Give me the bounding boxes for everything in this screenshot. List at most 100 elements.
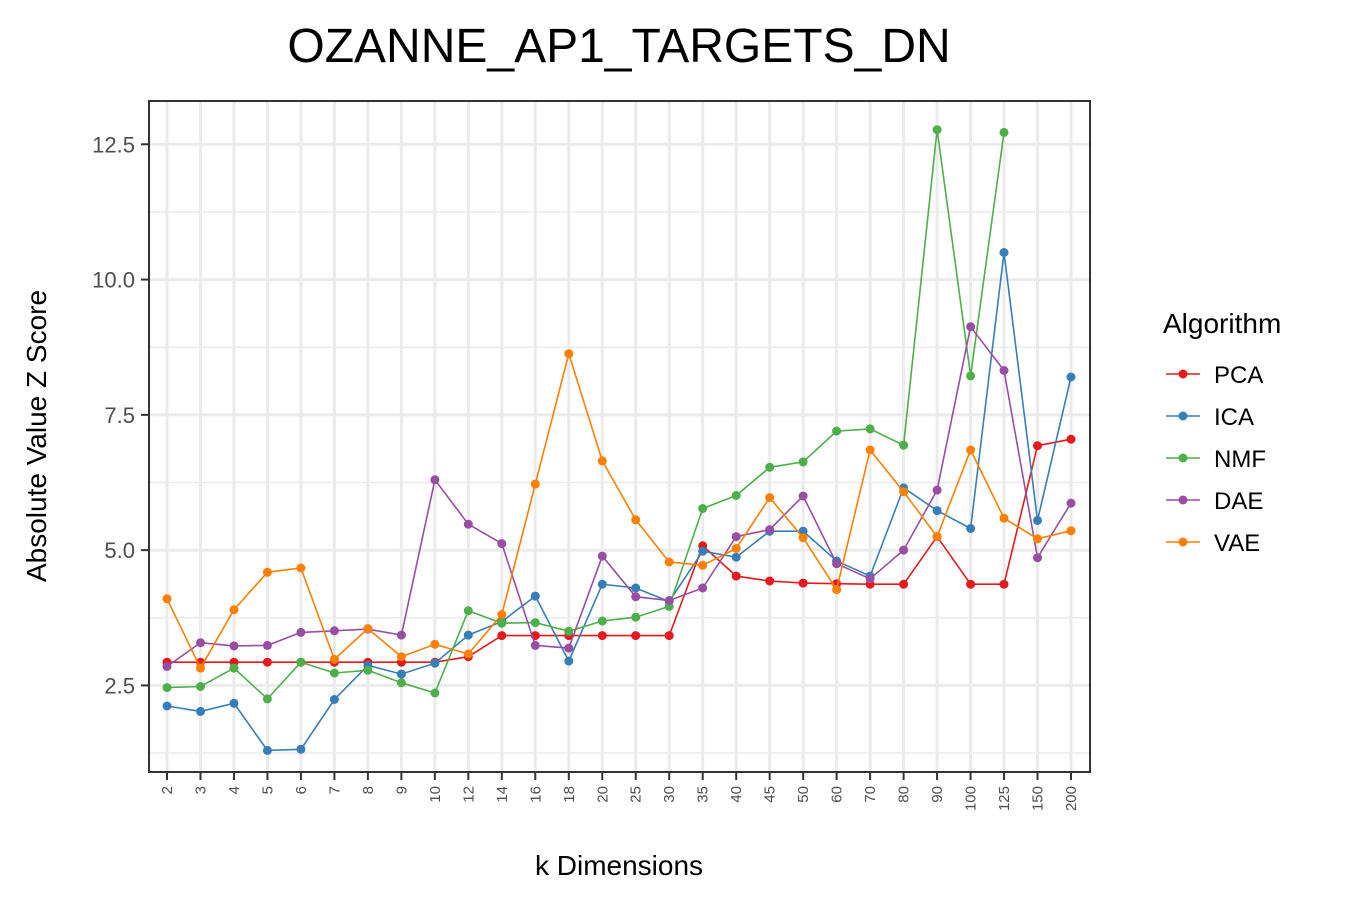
data-point	[530, 479, 540, 489]
series-nmf	[162, 125, 1009, 704]
data-point	[1033, 553, 1042, 563]
data-point	[698, 583, 708, 593]
data-point	[229, 663, 239, 673]
legend: Algorithm PCA ICA NMF DAE VAE	[1163, 308, 1281, 557]
data-point	[631, 612, 641, 622]
x-tick-label: 60	[829, 786, 846, 803]
data-point	[296, 744, 306, 754]
legend-item-ica: ICA	[1166, 404, 1254, 431]
data-point	[966, 579, 976, 589]
x-tick-label: 6	[293, 786, 310, 794]
x-tick-label: 125	[996, 786, 1013, 811]
data-point	[497, 631, 507, 641]
data-point	[597, 551, 607, 561]
data-point	[363, 624, 373, 634]
data-point	[932, 125, 942, 135]
x-tick-label: 20	[594, 786, 611, 803]
data-point	[229, 698, 239, 708]
data-point	[430, 688, 440, 698]
data-point	[430, 475, 440, 485]
y-tick-label: 7.5	[104, 403, 135, 428]
x-tick-label: 12	[460, 786, 477, 803]
legend-marker	[1178, 453, 1188, 463]
data-point	[999, 127, 1009, 137]
legend-label: NMF	[1214, 446, 1266, 473]
data-point	[329, 695, 339, 704]
legend-label: DAE	[1214, 488, 1263, 515]
y-axis-title: Absolute Value Z Score	[21, 290, 52, 582]
data-point	[396, 630, 406, 640]
legend-item-nmf: NMF	[1166, 446, 1266, 473]
data-point	[966, 371, 976, 381]
data-point	[798, 533, 808, 543]
data-point	[832, 585, 842, 595]
data-point	[999, 513, 1009, 523]
data-point	[329, 626, 339, 636]
data-point	[430, 639, 440, 649]
data-point	[1033, 441, 1042, 451]
legend-item-pca: PCA	[1166, 362, 1263, 389]
x-tick-label: 18	[561, 786, 578, 803]
data-point	[865, 445, 875, 455]
x-tick-label: 16	[527, 786, 544, 803]
x-tick-label: 40	[728, 786, 745, 803]
data-point	[497, 610, 507, 619]
data-point	[262, 694, 272, 704]
series-layer	[162, 125, 1076, 755]
series-line	[166, 129, 1005, 701]
legend-item-vae: VAE	[1166, 530, 1260, 557]
data-point	[597, 616, 607, 626]
data-point	[564, 626, 574, 636]
data-point	[1066, 434, 1076, 444]
series-line	[166, 324, 1072, 668]
legend-title: Algorithm	[1163, 308, 1281, 339]
x-tick-label: 5	[259, 786, 276, 794]
x-tick-label: 80	[896, 786, 913, 803]
x-tick-label: 35	[695, 786, 712, 803]
data-point	[196, 663, 205, 673]
series-line	[166, 252, 1072, 752]
data-point	[497, 618, 507, 628]
data-point	[832, 559, 842, 569]
x-tick-label: 100	[963, 786, 980, 811]
data-point	[932, 532, 942, 542]
data-point	[765, 462, 775, 472]
data-point	[564, 656, 574, 666]
x-tick-label: 50	[795, 786, 812, 803]
plot-background	[149, 101, 1090, 772]
data-point	[765, 576, 775, 586]
data-point	[731, 544, 741, 553]
data-point	[731, 552, 741, 562]
data-point	[262, 657, 272, 667]
data-point	[899, 487, 909, 497]
x-tick-label: 14	[494, 786, 511, 803]
legend-label: ICA	[1214, 404, 1254, 431]
data-point	[798, 491, 808, 501]
legend-marker	[1178, 369, 1188, 379]
data-point	[262, 745, 272, 755]
data-point	[296, 563, 306, 573]
data-point	[396, 678, 406, 688]
data-point	[463, 519, 473, 529]
data-point	[999, 366, 1009, 375]
data-point	[966, 322, 976, 332]
x-tick-label: 7	[326, 786, 343, 794]
y-tick-label: 12.5	[92, 132, 135, 157]
data-point	[597, 631, 607, 641]
y-tick-label: 5.0	[104, 538, 135, 563]
data-point	[430, 658, 440, 668]
y-tick-label: 2.5	[104, 673, 135, 698]
x-tick-label: 8	[360, 786, 377, 794]
x-tick-label: 200	[1063, 786, 1080, 811]
y-tick-label: 10.0	[92, 268, 135, 293]
data-point	[731, 532, 741, 542]
data-point	[899, 579, 909, 589]
data-point	[162, 594, 172, 604]
data-point	[1066, 372, 1076, 382]
data-point	[530, 591, 540, 601]
chart-title: OZANNE_AP1_TARGETS_DN	[287, 20, 950, 73]
legend-marker	[1178, 411, 1188, 421]
data-point	[296, 657, 306, 667]
data-point	[932, 506, 942, 516]
data-point	[463, 649, 473, 659]
